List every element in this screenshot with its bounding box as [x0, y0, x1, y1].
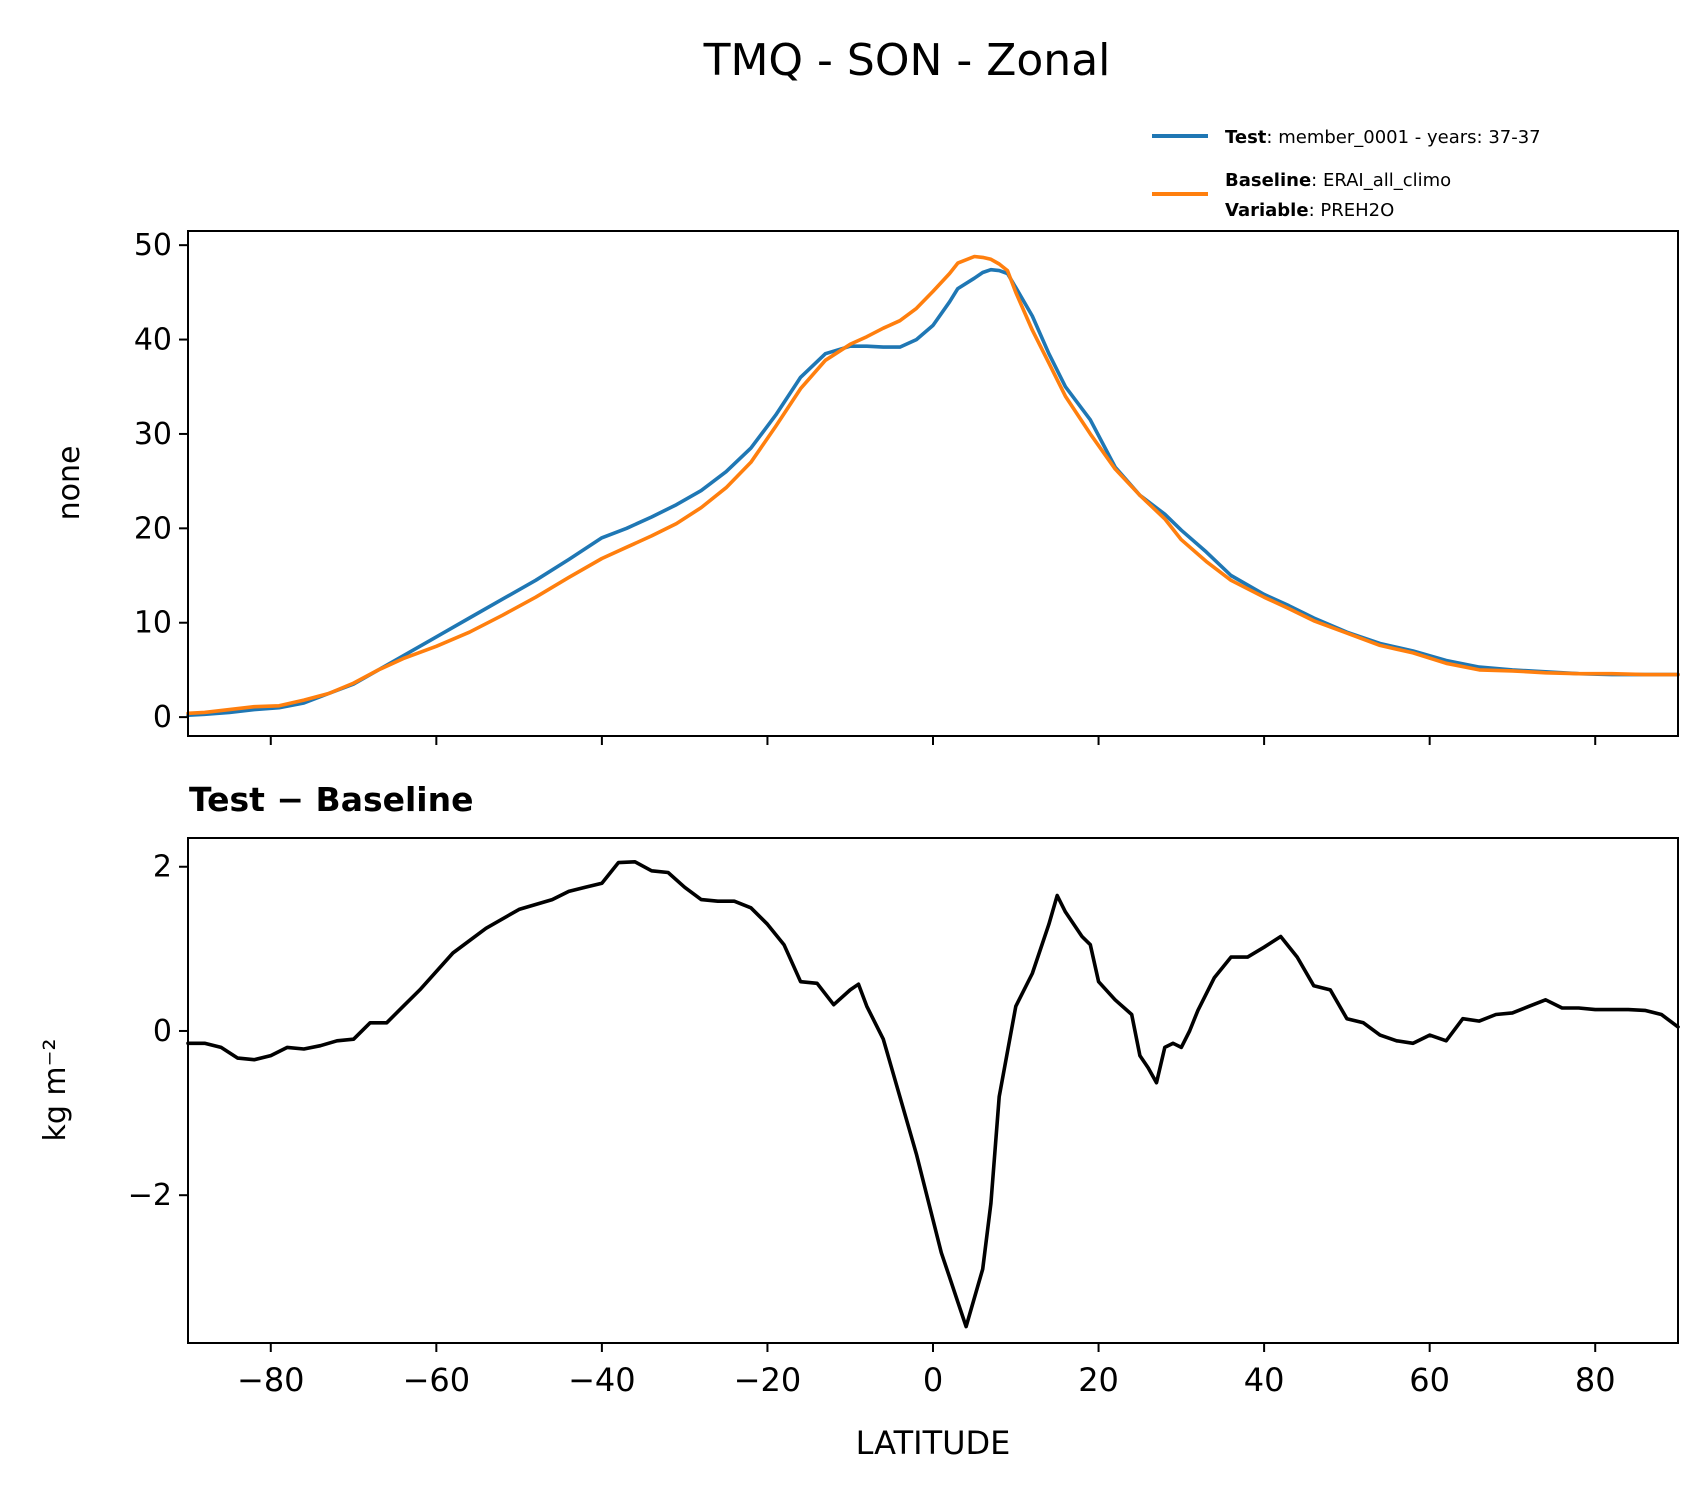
top-panel: 0 10 20 30 40 50 none — [52, 228, 1680, 745]
bottom-panel-frame — [187, 837, 1679, 1344]
top-y-tick-label-0: 0 — [153, 700, 172, 735]
bottom-panel-title: Test − Baseline — [189, 780, 474, 819]
top-y-tick-label-5: 50 — [134, 228, 172, 263]
series-line-difference — [186, 859, 1680, 1329]
x-tick-label-5: 20 — [1078, 1361, 1119, 1399]
x-tick-label-4: 0 — [923, 1361, 943, 1399]
top-y-axis-label: none — [52, 446, 87, 521]
legend-label-variable-bold: Variable — [1225, 200, 1309, 221]
top-x-ticks — [269, 736, 1597, 745]
x-tick-label-1: −60 — [403, 1361, 471, 1399]
x-tick-label-0: −80 — [237, 1361, 305, 1399]
top-y-tick-label-3: 30 — [134, 417, 172, 452]
bottom-y-ticks: −2 0 2 — [128, 850, 188, 1213]
legend-label-variable: Variable: PREH2O — [1225, 200, 1394, 221]
top-panel-marks — [186, 254, 1680, 718]
x-tick-label-6: 40 — [1244, 1361, 1285, 1399]
top-y-tick-label-1: 10 — [134, 606, 172, 641]
legend-label-baseline-text: : ERAI_all_climo — [1311, 170, 1451, 191]
bottom-y-tick-label-0: −2 — [128, 1178, 172, 1213]
series-line-test — [186, 267, 1680, 718]
x-tick-label-8: 80 — [1575, 1361, 1616, 1399]
series-line-baseline — [186, 254, 1680, 716]
top-y-ticks: 0 10 20 30 40 50 — [134, 228, 188, 735]
legend-label-baseline-bold: Baseline — [1225, 170, 1311, 191]
legend-label-baseline: Baseline: ERAI_all_climo — [1225, 170, 1451, 191]
top-y-tick-label-4: 40 — [134, 323, 172, 358]
x-axis-label: LATITUDE — [856, 1424, 1011, 1462]
x-tick-label-3: −20 — [734, 1361, 802, 1399]
bottom-panel-marks — [186, 859, 1680, 1329]
bottom-y-axis-label: kg m⁻² — [38, 1038, 73, 1141]
bottom-panel: Test − Baseline −202 −80 −60 −40 −20 0 20 40 60… — [38, 780, 1680, 1462]
legend-label-variable-text: : PREH2O — [1309, 200, 1395, 221]
top-panel-frame — [187, 230, 1679, 737]
bottom-x-ticks: −80 −60 −40 −20 0 20 40 60 80 — [237, 1343, 1616, 1399]
x-tick-label-2: −40 — [568, 1361, 636, 1399]
bottom-y-tick-label-1: 0 — [153, 1014, 172, 1049]
top-y-tick-label-2: 20 — [134, 511, 172, 546]
x-tick-label-7: 60 — [1409, 1361, 1450, 1399]
legend-label-test: Test: member_0001 - years: 37-37 — [1225, 127, 1541, 148]
figure-title: TMQ - SON - Zonal — [703, 35, 1111, 86]
bottom-y-tick-label-2: 2 — [153, 850, 172, 885]
legend-label-test-bold: Test — [1225, 127, 1267, 148]
legend: Test: member_0001 - years: 37-37 Baselin… — [1152, 127, 1541, 221]
legend-label-test-text: : member_0001 - years: 37-37 — [1266, 127, 1540, 148]
